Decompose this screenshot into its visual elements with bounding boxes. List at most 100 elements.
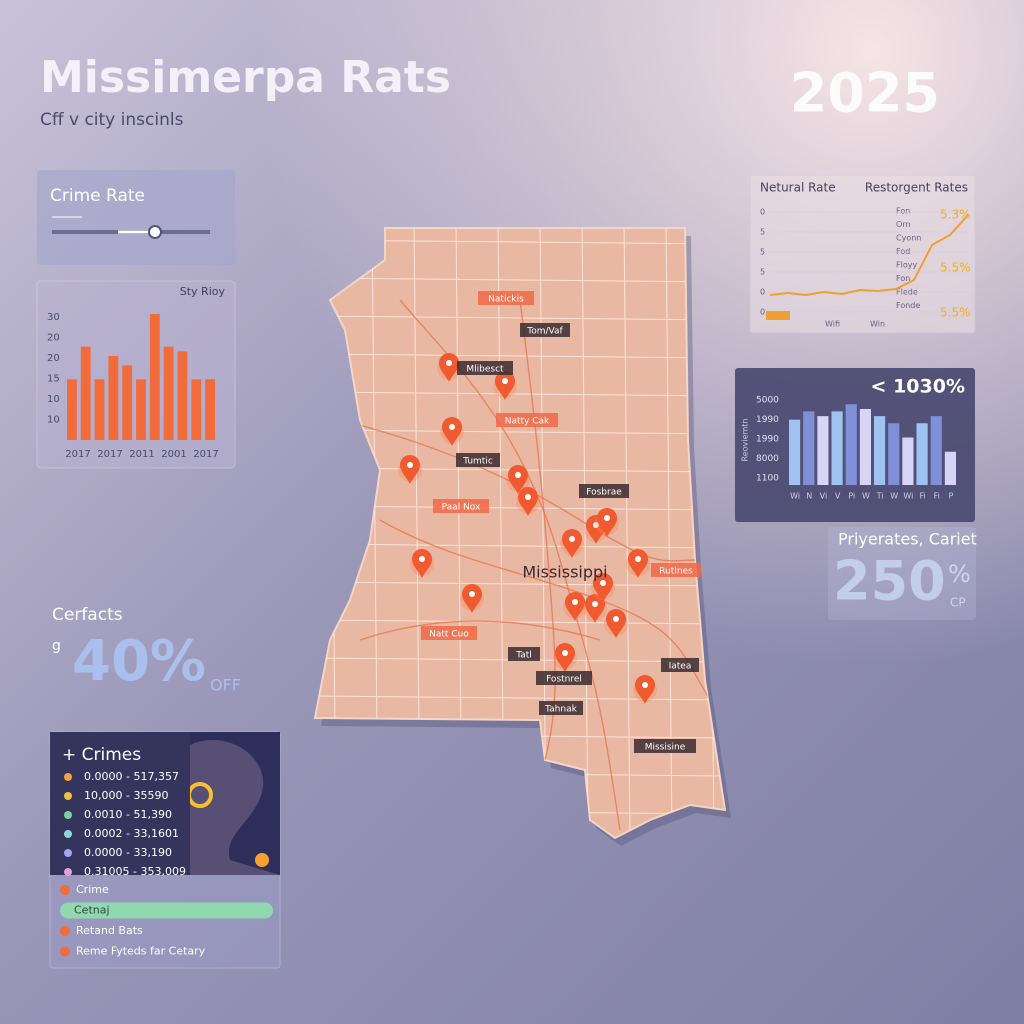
legend-dot [64,868,72,876]
legend-dot [64,811,72,819]
bar [803,411,815,485]
x-tick-label: 2011 [129,449,154,460]
y-tick-label: 5000 [756,396,779,406]
legend: Sty Rioy [180,285,226,298]
panel-title: Crime Rate [50,186,145,206]
x-tick-label: 2017 [193,449,218,460]
map-pin [439,353,459,382]
pin-center [502,378,508,384]
county-line [315,315,725,321]
x-tick-label: N [806,492,812,501]
map-label: Paal Nox [442,503,481,513]
mid-label: Fon [896,207,910,216]
x-tick-label: 2017 [65,449,90,460]
y-tick-label: 20 [47,353,60,364]
value-label: 5.3% [940,208,971,222]
bar [163,346,174,440]
x-tick-label: Fi [934,492,940,501]
map-label-bg [520,323,570,337]
y-tick-label: 1990 [756,435,779,445]
line [769,214,969,297]
title: Netural Rate [760,181,836,195]
y-tick-label: 0 [760,288,765,297]
legend-row: 0.0000 - 517,357 [84,770,179,783]
x-tick-label: Wi [903,492,913,501]
map-label-bg [634,739,696,753]
map-label: Fostnrel [546,675,582,685]
map-label: Fosbrae [586,488,622,498]
bar [205,379,215,440]
map-pin [495,371,515,400]
line-chart: Netural Rate Restorgent Rates 0 5 5 5 0 0 Fon Orn… [760,181,971,329]
x-tick-label: W [862,492,870,501]
x-tick-label: 2017 [97,449,122,460]
legend-item: Cetnaj [74,904,110,917]
bar [136,379,146,440]
stat-unit: % [948,560,971,588]
map-pin [606,609,626,638]
map-label: Missisine [645,743,686,753]
x-tick-label: Ti [876,492,884,501]
map-pin [593,573,613,602]
panel-title: + Crimes [62,745,141,765]
y-tick-label: 1100 [756,474,779,484]
pin-center [419,556,425,562]
y-tick-label: 8000 [756,454,779,464]
stat-value: 40% [72,629,206,694]
stat-label: Priyerates, Cariet [838,530,977,549]
bar [831,411,843,485]
map-label: Mlibesct [466,365,504,375]
pin-center [449,424,455,430]
pin-center [569,536,575,542]
map-label: Natty Cak [505,417,550,427]
y-tick-label: 1990 [756,415,779,425]
pin-center [613,616,619,622]
map-label-bg [433,499,489,513]
map-pin [585,594,605,623]
pin-center [562,650,568,656]
mid-label: Fod [896,247,910,256]
subtitle: Cff v city inscinls [40,110,184,130]
pin-center [635,556,641,562]
panel [37,170,235,265]
x-tick-label: V [835,492,841,501]
slider-handle[interactable] [148,225,162,239]
county-line [315,695,725,701]
y-tick-label: 0 [760,208,765,217]
legend-dot [60,946,70,957]
value-label: 5.5% [940,306,971,320]
pin-center [515,472,521,478]
y-tick-label: 5 [760,268,765,277]
stat-label: Cerfacts [52,605,123,625]
legend-row: 10,000 - 35590 [84,789,168,802]
y-tick-label: 5 [760,248,765,257]
legend-bar [60,902,273,919]
map-pin [628,549,648,578]
x-tick-label: Wifi [825,320,840,329]
legend-dot [64,849,72,857]
mini-map-land [190,740,280,875]
county-line [315,391,725,397]
map-pin [508,465,528,494]
pin-center [592,601,598,607]
x-tick-label: Win [870,320,885,329]
legend-row: 0.31005 - 353,009 [84,865,186,878]
map-label: Tatl [515,651,532,661]
bar [874,416,886,485]
bar [817,416,829,485]
x-tick-label: Fi [919,492,925,501]
x-tick-label: P [949,492,954,501]
y-tick-label: 5 [760,228,765,237]
map-label-bg [651,563,701,577]
map-pin [597,508,617,537]
y-tick-label: 10 [47,394,60,405]
title: Missimerpa Rats [40,52,451,103]
value-label: 5.5% [940,261,971,275]
x-tick-label: W [890,492,898,501]
map-pin [562,529,582,558]
legend-dot [64,830,72,838]
bar [108,356,119,440]
legend-dot [64,792,72,800]
